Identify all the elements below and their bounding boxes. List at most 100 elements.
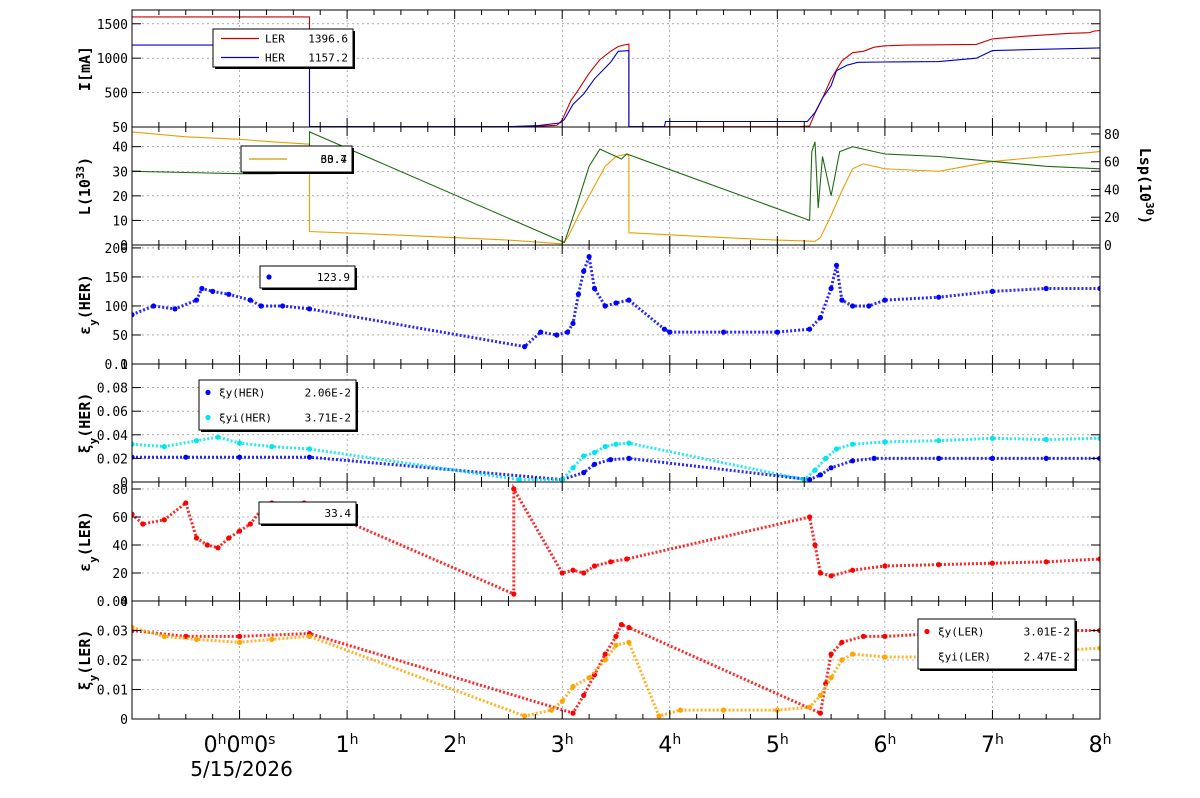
legend-dot-marker [205,414,211,421]
x-tick-unit: h [672,732,681,748]
legend-dot-marker [205,389,211,396]
x-tick-label: 1h [336,732,359,758]
y-label-main: L(10 [76,179,94,215]
legend-value: 1396.6 [308,33,348,46]
x-tick-unit: h [218,732,227,748]
series-trail [132,626,1100,718]
y-tick-label: 100 [105,300,128,315]
x-tick-unit: h [995,732,1004,748]
panel-current: 500 1000 1500 50 I[mA] LER 1396.6 HER 1157.2 [76,9,1101,136]
series-group [132,622,1100,719]
legend-dot-marker [266,274,272,280]
legend: LER 1396.6 HER 1157.2 [212,28,355,69]
right-y-tick-label: 60 [1104,156,1120,171]
y-bottom-label: 0 [120,358,128,373]
legend-box [259,265,356,289]
y-tick-label: 1000 [97,52,128,67]
y-label-end: ) [76,157,94,166]
x-tick-label: 0h0m0s [204,732,276,758]
legend-box [212,28,354,68]
y-tick-label: 1500 [97,18,128,33]
series-trail [132,622,1100,716]
y-tick-label: 20 [112,567,128,582]
y-axis-label: I[mA] [76,46,94,91]
x-tick-base: 5 [766,733,780,758]
y-axis-label: ξy(HER) [76,393,100,454]
legend-value: 1157.2 [308,52,348,65]
series-trail [132,435,1100,482]
y-tick-label: 0.06 [97,405,128,420]
panel-emittance_ler: 20 40 60 80 0 εy(LER) 33.4 [76,481,1101,610]
legend-value: 123.9 [317,271,350,284]
y-label-main: ξ [76,681,94,690]
y-label-end: (LER) [76,630,94,675]
y-tick-label: 50 [112,329,128,344]
y-label-end: (HER) [76,393,94,438]
y-label-main: ε [76,326,94,335]
x-tick-base: 2 [443,733,457,758]
right-y-tick-label: 0 [1104,239,1112,254]
series-trail [132,250,1100,349]
legend-value: 3.71E-2 [305,412,351,425]
series-group [132,250,1100,350]
x-tick-unit: h [780,732,789,748]
y-tick-label: 150 [105,271,128,286]
y-label-sub: y [87,437,100,444]
legend-name: ξyi(HER) [219,412,272,425]
legend-value: 2.47E-2 [1024,651,1070,664]
x-tick-unit: h [565,732,574,748]
y-bottom-label: 0 [120,713,128,728]
legend-value: 33.4 [325,507,352,520]
y-tick-label: 0.04 [97,429,128,444]
y-tick-label: 0.02 [97,654,128,669]
right-axis-label: Lsp(1030) [1136,148,1157,224]
y-bottom-label: 0 [120,239,128,254]
legend-value: 3.01E-2 [1024,626,1070,639]
y-axis-label: L(1033) [74,157,95,215]
legend: ξy(LER) 3.01E-2 ξyi(LER) 2.47E-2 [917,618,1077,671]
y-axis-label: ξy(LER) [76,630,100,691]
right-y-tick-label: 80 [1104,128,1120,143]
legend-box [258,501,357,525]
legend-box [198,379,357,431]
x-tick-base: 3 [551,733,565,758]
right-label-end: ) [1136,215,1154,224]
y-label-end: (HER) [76,274,94,319]
x-axis-date: 5/15/2026 [190,757,293,781]
right-label-main: Lsp(10 [1136,148,1154,202]
legend-name: ξyi(LER) [938,651,991,664]
y-tick-label: 10 [112,214,128,229]
y-tick-label: 200 [105,242,128,257]
right-label-sup: 30 [1144,202,1157,215]
x-tick-unit: h [887,732,896,748]
legend-name: ξy(HER) [219,387,265,400]
x-tick-unit: h [350,732,359,748]
y-tick-label: 0.08 [97,382,128,397]
series-group [132,434,1100,482]
legend-name: ξy(LER) [938,626,984,639]
y-tick-label: 80 [112,483,128,498]
x-tick-label: 8h [1089,732,1112,758]
y-label-main: ε [76,563,94,572]
y-label-sub: y [87,556,100,563]
legend: 123.9 [259,265,357,290]
right-y-tick-label: 20 [1104,211,1120,226]
panel-frame [131,481,1101,602]
x-tick-number: 0 [254,733,268,758]
y-label-sup: 33 [74,166,87,179]
y-tick-label: 500 [105,87,128,102]
legend-value: 2.06E-2 [305,387,351,400]
data-point [1097,556,1100,562]
x-tick-label: 3h [551,732,574,758]
x-tick-number: 0 [227,733,241,758]
x-tick-label: 2h [443,732,466,758]
y-tick-label: 60 [112,511,128,526]
x-tick-base: 1 [336,733,350,758]
legend: 33.760.4 [240,145,354,174]
y-tick-label: 0.03 [97,625,128,640]
legend-box [917,618,1076,670]
x-tick-base: 8 [1089,733,1103,758]
